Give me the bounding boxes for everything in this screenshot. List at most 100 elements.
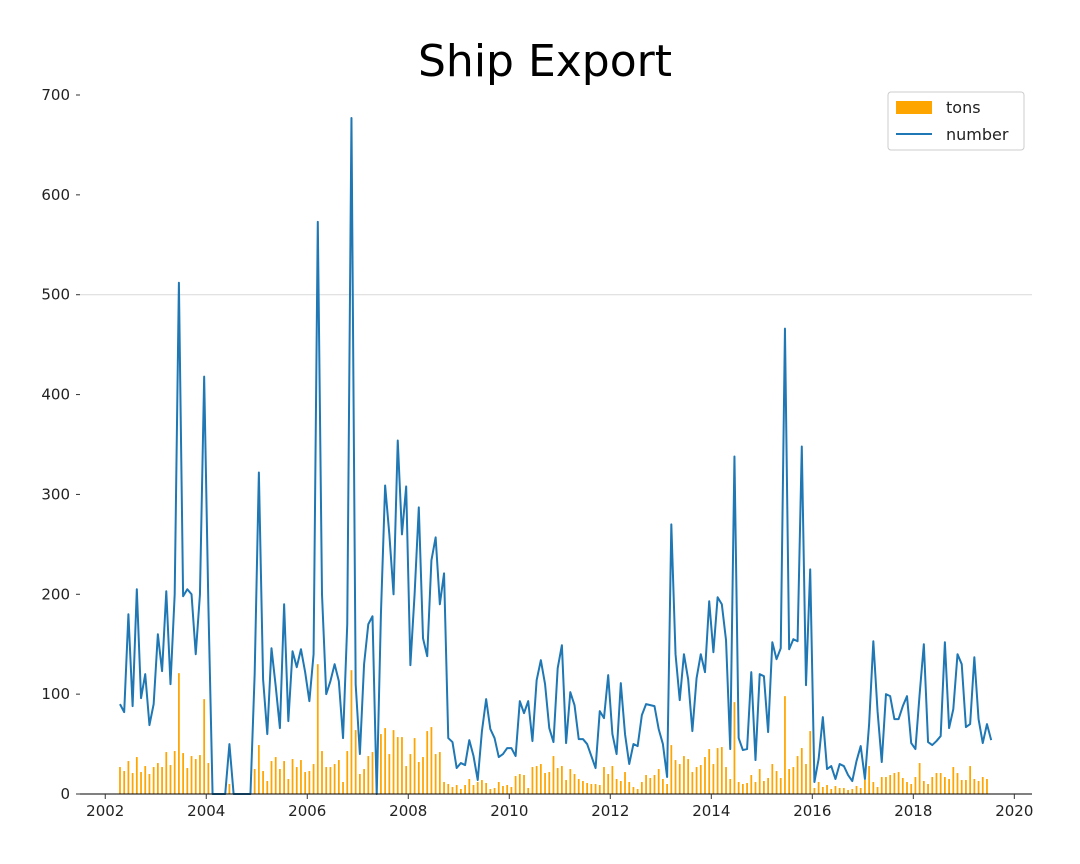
bar-tons [914,777,917,794]
bar-tons [228,784,231,794]
bar-tons [161,767,163,794]
y-tick-label: 400 [41,386,70,404]
bar-tons [855,786,858,794]
chart-title: Ship Export [418,36,672,87]
bar-tons [422,757,424,794]
bar-tons [906,782,908,794]
bar-tons [636,789,639,794]
bar-tons [704,757,706,794]
bar-tons [287,779,290,794]
bar-tons [737,782,740,794]
bar-tons [640,782,643,794]
x-axis-ticks: 2002 2004 2006 2008 2010 2012 2014 2016 2018 2020 [86,794,1033,820]
bar-tons [868,766,871,794]
bar-tons [670,745,673,794]
bar-tons [965,780,967,794]
bar-tons [657,769,660,794]
bar-tons [943,777,946,794]
bar-tons [451,787,454,794]
bar-tons [203,699,206,794]
y-axis-ticks: 0 100 200 300 400 500 600 700 [41,86,80,803]
bar-tons [872,782,875,794]
bar-tons [342,782,344,794]
bar-tons [119,767,121,794]
bar-tons [173,751,176,794]
y-tick-label: 0 [60,785,70,803]
bar-tons [527,788,530,794]
bar-tons [561,766,563,794]
bar-tons [632,787,635,794]
bar-tons [725,767,727,794]
bar-tons [392,730,395,794]
bar-tons [321,751,323,794]
bar-tons [140,772,142,794]
bar-tons [590,784,593,794]
bar-tons [813,788,816,794]
bar-tons [649,778,652,794]
bar-tons [628,782,631,794]
legend-swatch-tons [896,101,932,114]
bar-tons [438,752,441,794]
bar-tons [388,754,391,794]
bar-tons [687,759,690,794]
bar-tons [182,753,184,794]
bar-tons [775,771,778,794]
bar-tons [135,757,138,794]
bar-tons [569,769,572,794]
bar-tons [800,748,803,794]
bar-tons [880,777,883,794]
y-tick-label: 200 [41,585,70,603]
bar-tons [683,756,685,794]
bar-tons [678,764,681,794]
bar-tons [539,764,542,794]
bar-tons [274,757,277,794]
bar-tons [156,763,159,794]
legend-label-tons: tons [946,98,981,117]
bar-tons [733,702,736,794]
bar-tons [253,769,256,794]
x-tick-label: 2014 [692,802,730,820]
bar-tons [948,779,950,794]
bar-tons [144,766,147,794]
bar-tons [607,774,610,794]
bar-tons [371,752,374,794]
bar-tons [876,787,879,794]
x-tick-label: 2010 [490,802,528,820]
bar-tons [493,788,496,794]
bar-tons [573,774,576,794]
number-line-layer [119,116,993,795]
bar-tons [716,748,719,794]
bar-tons [178,673,180,794]
bar-tons [257,745,260,794]
bar-tons [767,778,770,794]
bar-tons [283,761,286,794]
bar-tons [666,784,668,794]
bar-tons [922,781,925,794]
bar-tons [973,779,976,794]
bar-tons [131,773,134,794]
bar-tons [821,787,824,794]
x-tick-label: 2018 [894,802,932,820]
bar-tons [864,780,866,794]
bar-tons [699,765,702,794]
bar-tons [396,737,399,794]
bar-tons [712,764,715,794]
bar-tons [169,765,172,794]
bar-tons [624,772,626,794]
bar-tons [207,763,210,794]
bar-tons [586,783,589,794]
bar-tons [270,761,273,794]
bar-tons [506,785,509,794]
bar-tons [337,760,340,794]
bar-tons [842,788,845,794]
bar-tons [830,789,833,794]
bar-tons [935,773,938,794]
bar-tons [754,782,757,794]
bar-tons [847,790,849,794]
y-tick-label: 100 [41,685,70,703]
bar-tons [148,774,151,794]
bar-tons [300,760,302,794]
bar-tons [960,780,963,794]
x-tick-label: 2006 [288,802,326,820]
